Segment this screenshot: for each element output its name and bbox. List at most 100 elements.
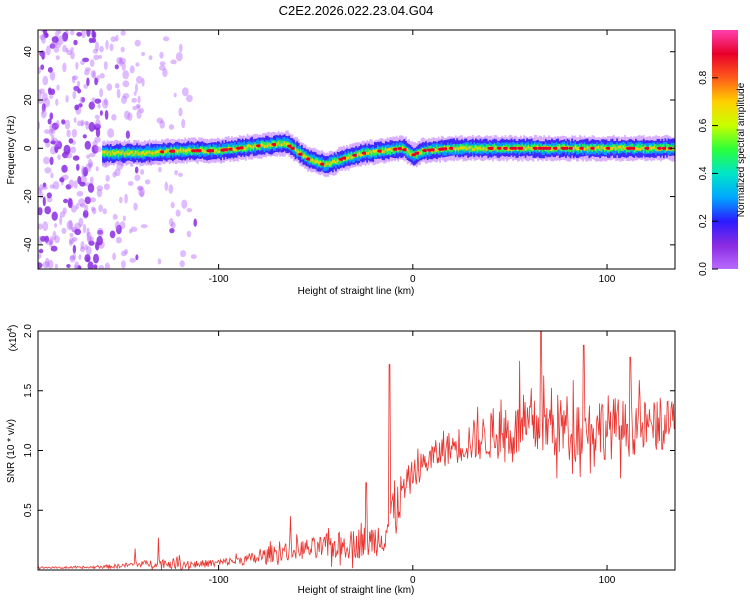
spectrogram-noise-cell (96, 185, 104, 192)
spectrogram-signal-cell (263, 145, 266, 149)
spectrogram-signal-cell (481, 143, 483, 151)
spectrogram-noise-cell (44, 206, 51, 215)
spectrogram-x-tick-label: 100 (599, 274, 616, 285)
spectrogram-noise-cell (186, 230, 192, 238)
spectrogram-noise-cell (38, 98, 44, 104)
spectrogram-signal-cell (109, 152, 112, 156)
spectrogram-signal-cell (456, 147, 459, 150)
spectrogram-signal-cell (381, 146, 384, 154)
spectrogram-noise-cell (54, 223, 57, 228)
spectrogram-noise-cell (77, 176, 82, 185)
spectrogram-signal-cell (294, 148, 297, 152)
spectrogram-noise-cell (49, 242, 53, 248)
spectrogram-signal-cell (484, 147, 487, 151)
spectrogram-signal-cell (332, 159, 334, 163)
spectrogram-signal-cell (641, 146, 643, 150)
spectrogram-peak-cell (305, 157, 312, 161)
spectrogram-y-tick-label: 20 (23, 94, 34, 106)
spectrogram-signal-cell (158, 150, 160, 154)
spectrogram-noise-cell (95, 41, 99, 52)
spectrogram-noise-cell (124, 110, 130, 120)
spectrogram-noise-cell (72, 155, 80, 161)
spectrogram-noise-cell (49, 184, 55, 189)
spectrogram-signal-cell (249, 144, 252, 148)
colorbar-tick-label: 0.0 (698, 262, 709, 276)
spectrogram-noise-cell (97, 229, 103, 235)
spectrogram-signal-cell (246, 144, 249, 151)
spectrogram-noise-cell (71, 128, 77, 138)
spectrogram-noise-cell (170, 59, 177, 65)
spectrogram-signal-cell (419, 151, 421, 155)
spectrogram-signal-cell (624, 146, 626, 150)
spectrogram-noise-cell (106, 83, 113, 91)
spectrogram-noise-cell (162, 68, 168, 77)
spectrogram-noise-cell (70, 255, 75, 260)
colorbar-ticks: 0.0 0.2 0.4 0.6 0.8 (698, 70, 718, 276)
spectrogram-signal-cell (277, 141, 280, 145)
spectrogram-noise-cell (39, 184, 43, 193)
spectrogram-signal-cell (527, 145, 530, 149)
spectrogram-noise-cell (49, 94, 54, 99)
spectrogram-signal-cell (585, 144, 588, 151)
spectrogram-signal-cell (186, 149, 188, 153)
spectrogram-noise-cell (68, 179, 75, 189)
spectrogram-noise-cell (73, 180, 78, 189)
spectrogram-signal-cell (579, 143, 581, 151)
spectrogram-noise-cell (137, 95, 141, 104)
spectrogram-signal-cell (190, 148, 193, 156)
spectrogram-noise-cell (52, 230, 57, 241)
spectrogram-noise-cell (120, 46, 125, 53)
spectrogram-signal-cell (600, 145, 603, 149)
spectrogram-noise-cell (124, 248, 128, 255)
spectrogram-noise-cell (135, 103, 141, 108)
spectrogram-signal-cell (214, 150, 216, 154)
spectrogram-noise-cell (49, 71, 56, 81)
spectrogram-noise-cell (116, 57, 122, 65)
spectrogram-peak-cell (319, 162, 326, 166)
spectrogram-signal-cell (167, 148, 170, 152)
spectrogram-signal-cell (122, 150, 125, 154)
spectrogram-signal-cell (523, 145, 525, 149)
spectrogram-noise-cell (40, 235, 47, 242)
spectrogram-signal-cell (436, 149, 438, 153)
spectrogram-signal-cell (165, 149, 168, 153)
spectrogram-signal-cell (335, 157, 337, 164)
spectrogram-noise-cell (42, 221, 49, 232)
spectrogram-noise-cell (91, 97, 96, 102)
spectrogram-noise-cell (129, 257, 136, 263)
spectrogram-noise-cell (79, 181, 86, 187)
spectrogram-noise-cell (54, 263, 59, 269)
spectrogram-signal-cell (389, 148, 392, 155)
spectrogram-signal-cell (673, 144, 675, 151)
spectrogram-signal-cell (282, 143, 285, 147)
spectrogram-signal-cell (501, 146, 504, 150)
spectrogram-noise-cell (114, 221, 120, 231)
spectrogram-signal-cell (204, 150, 207, 154)
spectrogram-noise-cell (68, 237, 75, 244)
spectrogram-peak-cell (442, 147, 449, 151)
spectrogram-noise-cell (51, 122, 59, 130)
spectrogram-noise-cell (50, 172, 54, 179)
spectrogram-signal-cell (214, 146, 216, 153)
spectrogram-noise-cell (54, 144, 59, 154)
spectrogram-signal-cell (319, 160, 322, 164)
spectrogram-noise-cell (95, 118, 101, 129)
spectrogram-noise-cell (119, 196, 123, 204)
spectrogram-signal-cell (636, 147, 639, 151)
spectrogram-noise-cell (77, 88, 82, 94)
spectrogram-noise-cell (38, 120, 41, 131)
spectrogram-signal-cell (468, 145, 471, 149)
spectrogram-noise-cell (74, 104, 80, 111)
spectrogram-signal-cell (586, 146, 589, 153)
spectrogram-signal-cell (189, 148, 191, 152)
spectrogram-noise-cell (99, 110, 103, 116)
spectrogram-signal-cell (602, 146, 605, 150)
spectrogram-signal-cell (391, 149, 393, 152)
spectrogram-frame (37, 29, 676, 270)
spectrogram-noise-cell (47, 259, 54, 269)
spectrogram-signal-cell (330, 161, 333, 165)
spectrogram-noise-cell (85, 163, 92, 173)
spectrogram-noise-cell (74, 264, 78, 269)
spectrogram-noise-cell (84, 140, 92, 150)
spectrogram-signal-cell (600, 146, 603, 153)
